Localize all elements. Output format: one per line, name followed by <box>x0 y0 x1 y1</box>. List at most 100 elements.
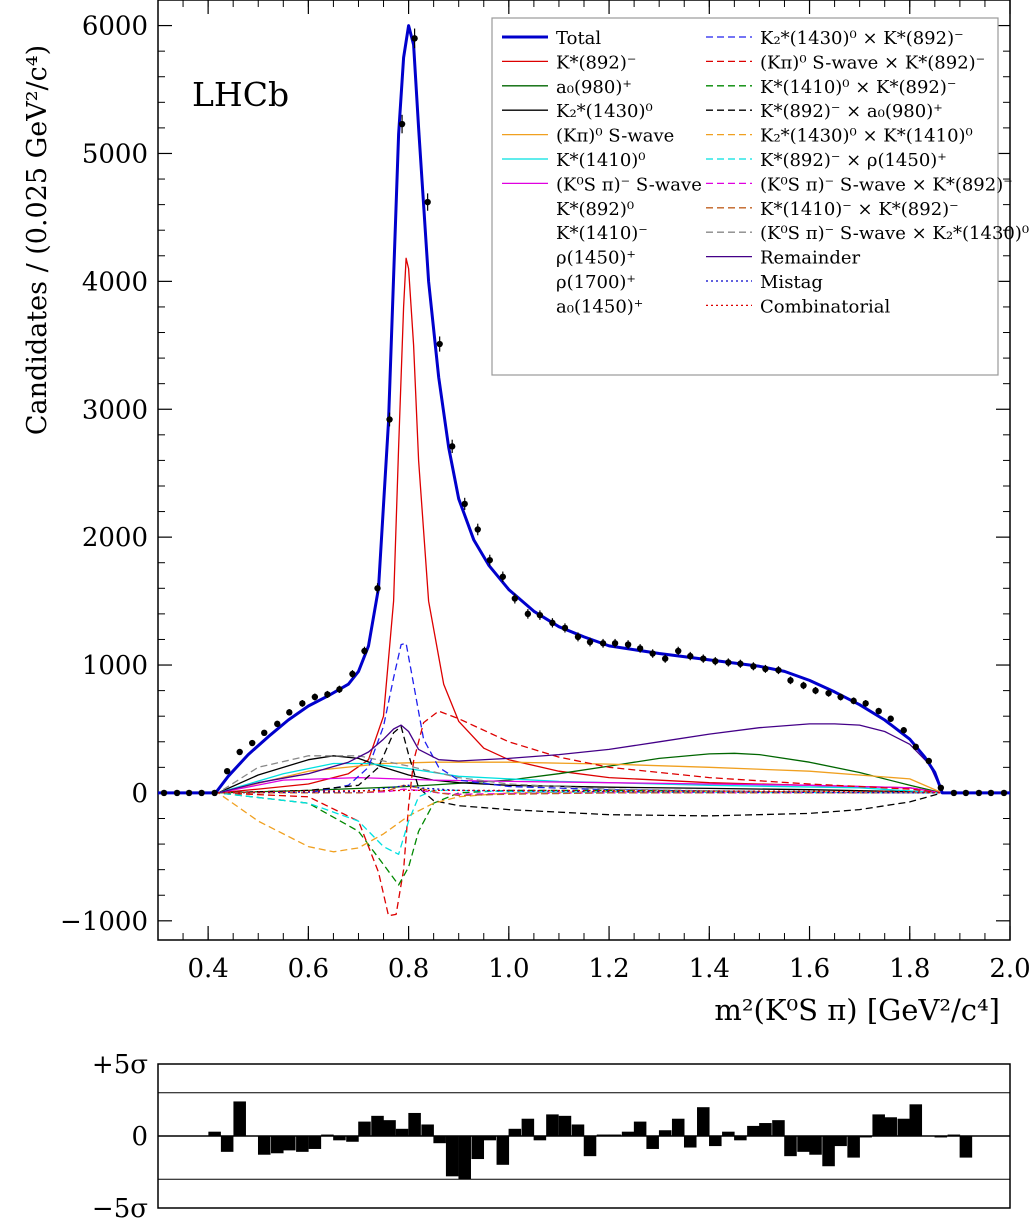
data-point <box>912 743 919 751</box>
data-point <box>800 682 807 689</box>
pull-bar <box>533 1136 547 1141</box>
legend-label: K*(892)⁻ × ρ(1450)⁺ <box>760 150 947 171</box>
pull-bar <box>333 1136 346 1141</box>
pull-bar <box>734 1136 747 1141</box>
pull-bar <box>483 1136 497 1141</box>
series-line-a-980- <box>158 752 1010 794</box>
pull-bar <box>421 1124 434 1136</box>
data-point <box>561 624 569 632</box>
pull-bar <box>872 1114 885 1136</box>
data-point <box>424 198 431 206</box>
series-line-k-1430-k-1410- <box>158 790 1010 853</box>
y-tick-label: 0 <box>131 779 148 809</box>
data-point <box>211 789 218 797</box>
pull-plot: +5σ 0 −5σ <box>92 1050 1011 1222</box>
pull-bar <box>947 1134 961 1136</box>
data-point <box>900 727 907 734</box>
series-line-remainder <box>158 723 1010 794</box>
data-point <box>725 659 732 666</box>
data-point <box>962 789 970 797</box>
data-point <box>274 720 281 728</box>
pull-bar <box>722 1131 735 1136</box>
series-line--k-s-wave <box>158 761 1010 794</box>
pull-bar <box>596 1134 610 1136</box>
series-line-k-892- <box>158 257 1010 794</box>
data-point <box>661 655 669 662</box>
data-point <box>160 789 168 797</box>
data-point <box>324 691 331 698</box>
data-point <box>875 707 882 715</box>
data-point <box>299 700 306 707</box>
legend-label: K₂*(1430)⁰ <box>556 101 653 122</box>
data-point <box>236 748 243 756</box>
data-point <box>937 784 945 792</box>
data-point <box>349 670 356 678</box>
pull-bar <box>445 1136 459 1177</box>
data-point <box>837 693 844 701</box>
pull-bar <box>371 1115 384 1136</box>
series-line-combinatorial <box>158 789 1010 794</box>
data-point <box>511 595 519 602</box>
pull-bar <box>834 1136 847 1147</box>
pull-bar <box>847 1136 860 1158</box>
legend-label: a₀(1450)⁺ <box>556 296 643 317</box>
pull-bar <box>697 1107 710 1136</box>
pull-bar <box>208 1131 221 1136</box>
legend-box <box>491 17 999 376</box>
pull-bar <box>608 1134 622 1136</box>
pull-bar <box>747 1125 760 1136</box>
legend-label: K₂*(1430)⁰ × K*(892)⁻ <box>760 28 964 49</box>
pull-bar <box>909 1104 923 1136</box>
legend: Total K*(892)⁻ a₀(980)⁺ K₂*(1430)⁰ (Kπ)⁰ S-w… <box>491 17 1029 376</box>
pull-bar <box>521 1118 535 1136</box>
pull-bar <box>408 1112 421 1136</box>
data-point <box>599 640 607 647</box>
data-point <box>249 739 256 747</box>
data-point <box>185 789 193 797</box>
x-tick-label: 1.2 <box>588 954 629 984</box>
pull-bar <box>683 1136 697 1148</box>
legend-label: Combinatorial <box>760 296 890 317</box>
legend-label: K₂*(1430)⁰ × K*(1410)⁰ <box>760 126 973 147</box>
pull-bar <box>308 1136 322 1149</box>
series-line-total <box>158 24 1010 795</box>
data-point <box>286 709 293 716</box>
data-point <box>925 757 933 765</box>
legend-label: (K⁰S π)⁻ S-wave <box>556 174 702 195</box>
data-point <box>712 657 719 665</box>
legend-label: K*(892)⁻ <box>556 52 636 73</box>
data-point <box>336 686 343 693</box>
data-point <box>850 697 857 705</box>
data-point <box>1000 789 1008 797</box>
legend-label: a₀(980)⁺ <box>556 77 632 98</box>
data-point <box>812 687 819 694</box>
series-line--k-s-s-wave <box>158 776 1010 794</box>
pull-bar <box>496 1136 510 1165</box>
pull-bar <box>433 1136 446 1144</box>
data-point <box>536 611 544 619</box>
pull-bar <box>346 1136 359 1142</box>
data-point <box>611 640 619 647</box>
y-tick-label: 5000 <box>82 139 148 169</box>
pull-bar <box>583 1136 597 1157</box>
legend-label: ρ(1450)⁺ <box>556 248 636 269</box>
x-tick-label: 1.4 <box>689 954 730 984</box>
legend-label: K*(892)⁰ <box>556 199 634 220</box>
data-point <box>825 689 832 697</box>
pull-bar <box>571 1124 585 1136</box>
pull-bar <box>358 1121 371 1136</box>
y-tick-label: 4000 <box>82 267 148 297</box>
data-point <box>549 619 556 627</box>
data-point <box>762 665 769 673</box>
data-point <box>574 633 582 641</box>
pull-tick-label: +5σ <box>92 1050 148 1080</box>
legend-label: K*(1410)⁻ × K*(892)⁻ <box>760 199 959 220</box>
data-point <box>311 693 319 701</box>
pull-bar <box>859 1136 872 1138</box>
experiment-label: LHCb <box>192 75 289 114</box>
legend-label: K*(1410)⁻ <box>556 223 648 244</box>
y-tick-label: −1000 <box>60 907 148 937</box>
data-point <box>448 443 456 450</box>
data-point <box>687 652 694 660</box>
